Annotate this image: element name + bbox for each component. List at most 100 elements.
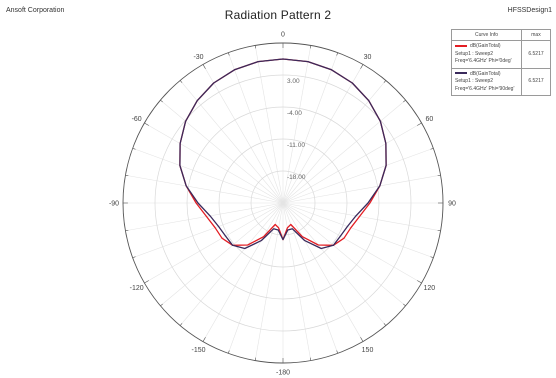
boundary-tick [336, 52, 339, 56]
grid-spoke [254, 202, 284, 361]
grid-spoke [125, 202, 284, 232]
boundary-tick [227, 52, 230, 56]
boundary-tick [144, 122, 149, 126]
grid-ring [186, 106, 380, 300]
boundary-tick [403, 303, 406, 307]
grid-spoke [282, 202, 387, 326]
angle-tick-label: -30 [193, 54, 203, 61]
legend-entry-max: 6.5217 [521, 40, 551, 69]
angle-tick-label: 150 [362, 347, 374, 354]
grid-spoke [282, 122, 422, 204]
grid-spoke [254, 45, 284, 204]
angle-tick-label: 90 [448, 201, 456, 208]
boundary-tick [403, 99, 406, 103]
grid-spoke [282, 202, 339, 354]
boundary-tick [160, 303, 163, 307]
grid-spoke [160, 202, 284, 307]
boundary-tick [144, 280, 149, 284]
grid-spoke [132, 147, 284, 204]
angle-tick-label: -120 [130, 285, 144, 292]
radial-tick-label: -4.00 [287, 110, 302, 117]
grid-spoke [282, 174, 441, 204]
boundary-tick [309, 357, 312, 361]
grid-spoke [227, 202, 284, 354]
boundary-tick [160, 99, 163, 103]
grid-spoke [282, 99, 406, 204]
grid-spoke [282, 202, 441, 232]
grid-ring [218, 138, 348, 268]
boundary-tick [360, 64, 364, 69]
boundary-tick [430, 256, 434, 259]
grid-ring [154, 74, 412, 332]
angle-tick-label: -60 [132, 116, 142, 123]
angle-tick-label: 60 [425, 116, 433, 123]
boundary-tick [437, 229, 441, 232]
legend-entry-max: 6.5217 [521, 67, 551, 96]
angle-tick-label: -90 [109, 201, 119, 208]
company-name: Ansoft Corporation [6, 7, 65, 14]
angle-tick-label: 0 [281, 32, 285, 39]
grid-spoke [179, 202, 284, 326]
radial-tick-label: -11.00 [287, 142, 305, 149]
boundary-tick [125, 229, 129, 232]
grid-spoke [282, 202, 406, 307]
legend-entry-name: dB(GainTotal) [470, 43, 501, 49]
boundary-tick [202, 64, 206, 69]
grid-spoke [282, 202, 364, 342]
boundary-tick [336, 350, 339, 354]
grid-spoke [160, 99, 284, 204]
legend-header-curve: Curve Info [451, 29, 522, 41]
grid-spoke [144, 122, 284, 204]
angle-tick-label: 30 [364, 54, 372, 61]
legend-entry-phi0: dB(GainTotal) Setup1 : Sweep2 Freq='6.4G… [451, 40, 551, 69]
series-line [179, 58, 387, 250]
grid-spoke [144, 202, 284, 284]
grid-spoke [202, 64, 284, 204]
chart-title: Radiation Pattern 2 [224, 8, 332, 22]
grid-spoke [202, 202, 284, 342]
grid-spoke [125, 174, 284, 204]
boundary-tick [179, 323, 183, 326]
polar-curves [179, 58, 387, 250]
design-name: HFSSDesign1 [507, 7, 552, 14]
boundary-tick [417, 280, 422, 284]
boundary-tick [430, 147, 434, 150]
grid-spoke [132, 202, 284, 259]
grid-spoke [282, 147, 434, 204]
boundary-tick [437, 174, 441, 177]
boundary-tick [132, 147, 136, 150]
boundary-tick [125, 174, 129, 177]
grid-spoke [179, 80, 284, 204]
legend-swatch-red [455, 44, 467, 47]
grid-ring [250, 170, 316, 236]
angle-tick-label: -180 [276, 370, 290, 377]
boundary-tick [383, 80, 387, 83]
polar-labels: 0 30 60 90 120 150 -180 -150 -120 -90 -60 -30 3.00 -4… [109, 32, 456, 377]
legend-entry-setup: Setup1 : Sweep2 [455, 78, 494, 84]
boundary-tick [417, 122, 422, 126]
grid-spoke [282, 45, 312, 204]
grid-spoke [282, 52, 339, 204]
boundary-tick [309, 45, 312, 49]
grid-spoke [282, 202, 434, 259]
grid-spoke [282, 64, 364, 204]
boundary-tick [132, 256, 136, 259]
boundary-tick [254, 45, 257, 49]
legend-entry-freq: Freq='6.4GHz' Phi='90deg' [455, 85, 515, 92]
grid-spoke [282, 202, 312, 361]
legend-entry-setup: Setup1 : Sweep2 [455, 50, 494, 57]
legend-swatch-purple [455, 72, 467, 75]
boundary-tick [227, 350, 230, 354]
boundary-tick [383, 323, 387, 326]
legend-entry-freq: Freq='6.4GHz' Phi='0deg' [455, 58, 512, 64]
grid-spoke [282, 202, 422, 284]
boundary-tick [360, 337, 364, 342]
boundary-tick [254, 357, 257, 361]
angle-tick-label: -150 [191, 347, 205, 354]
grid-spoke [227, 52, 284, 204]
boundary-tick [179, 80, 183, 83]
boundary-tick [202, 337, 206, 342]
legend: Curve Info max dB(GainTotal) Setup1 : Sw… [451, 29, 551, 96]
legend-header-max: max [521, 29, 551, 41]
